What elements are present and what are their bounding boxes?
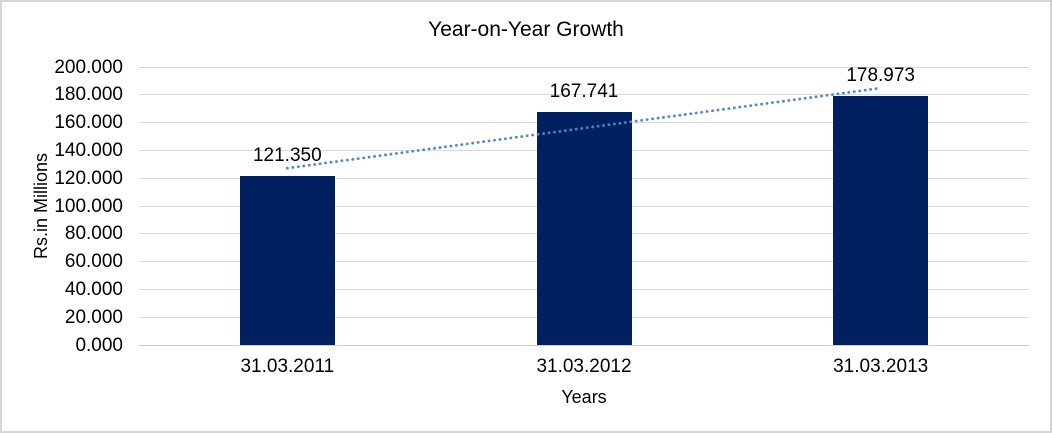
y-tick-label: 160.000 <box>54 112 123 134</box>
y-tick-label: 180.000 <box>54 84 123 106</box>
y-tick-label: 80.000 <box>64 223 123 245</box>
x-category-label: 31.03.2012 <box>536 356 632 377</box>
chart-title: Year-on-Year Growth <box>428 18 624 41</box>
bar <box>833 96 929 345</box>
y-tick-label: 60.000 <box>64 251 123 273</box>
y-tick-label: 200.000 <box>54 56 123 78</box>
y-tick-label: 140.000 <box>54 139 123 161</box>
y-tick-label: 120.000 <box>54 167 123 189</box>
y-tick-label: 40.000 <box>64 278 123 300</box>
x-axis-line <box>139 344 1029 346</box>
bar <box>239 176 335 345</box>
bar-data-label: 167.741 <box>549 80 619 102</box>
x-category-label: 31.03.2013 <box>833 356 929 377</box>
y-tick-label: 0.000 <box>75 334 123 356</box>
gridline <box>139 66 1029 68</box>
bar-data-label: 121.350 <box>252 145 322 167</box>
y-tick-label: 20.000 <box>64 306 123 328</box>
y-tick-label: 100.000 <box>54 195 123 217</box>
x-axis-title: Years <box>561 387 607 407</box>
x-category-label: 31.03.2011 <box>240 356 335 377</box>
bar <box>536 111 632 345</box>
bar-data-label: 178.973 <box>846 65 915 87</box>
